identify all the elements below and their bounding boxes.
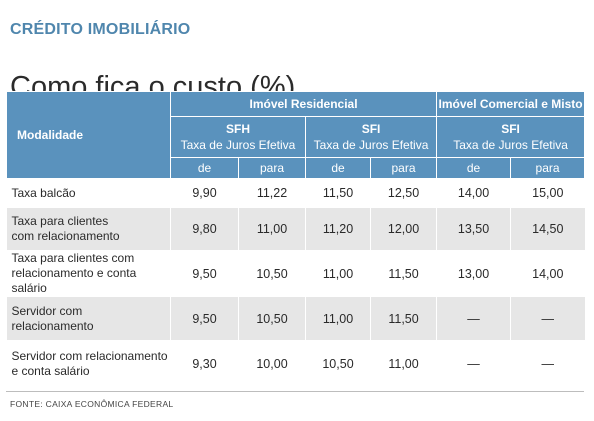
header-system-sfi-comercial: SFI Taxa de Juros Efetiva: [436, 116, 586, 158]
row-label-line2: relacionamento: [11, 318, 94, 333]
cell-sfi-com-de: 13,50: [436, 207, 512, 251]
system-name: SFI: [361, 122, 381, 136]
cell-sfi-com-de: —: [436, 340, 512, 388]
table-row: Servidor com relacionamento e conta salár…: [6, 340, 585, 388]
cell-sfh-para: 11,22: [238, 178, 306, 208]
kicker: CRÉDITO IMOBILIÁRIO: [10, 19, 199, 41]
header-de: de: [436, 157, 512, 179]
header-comercial: Imóvel Comercial e Misto: [436, 91, 586, 117]
cell-sfi-res-para: 11,50: [369, 250, 438, 297]
rates-table: Modalidade Imóvel Residencial Imóvel Com…: [6, 91, 586, 388]
system-subtitle: Taxa de Juros Efetiva: [313, 138, 429, 152]
row-modalidade: Taxa balcão: [6, 178, 171, 208]
cell-sfi-com-para: —: [510, 340, 585, 388]
header-de: de: [305, 157, 371, 179]
row-label-line1: Taxa balcão: [11, 185, 76, 200]
row-label-line2: e conta salário: [11, 364, 90, 378]
cell-sfi-res-para: 12,00: [369, 207, 438, 251]
kicker-row: CRÉDITO IMOBILIÁRIO: [10, 19, 584, 43]
header-group-row: Modalidade Imóvel Residencial Imóvel Com…: [6, 91, 586, 179]
table-row: Taxa para clientes com relacionamento e c…: [6, 250, 585, 297]
cell-sfi-com-de: 14,00: [436, 178, 512, 208]
header-system-row: SFH Taxa de Juros Efetiva SFI Taxa de Ju…: [6, 116, 586, 158]
cell-sfh-de: 9,80: [170, 207, 239, 251]
cell-sfh-para: 10,50: [238, 296, 306, 341]
header-para: para: [510, 157, 586, 179]
cell-sfi-com-para: 14,00: [510, 250, 585, 297]
cell-sfi-com-de: —: [436, 296, 512, 341]
cell-sfi-com-para: —: [510, 296, 585, 341]
cell-sfh-para: 11,00: [238, 207, 306, 251]
row-label-line1: Taxa para clientes com: [11, 251, 135, 265]
system-subtitle: Taxa de Juros Efetiva: [453, 138, 568, 152]
table-row: Taxa para clientes com relacionamento 9,8…: [6, 207, 585, 251]
cell-sfi-res-de: 11,50: [305, 178, 371, 208]
cell-sfh-para: 10,00: [238, 340, 306, 388]
cell-sfh-de: 9,30: [170, 340, 239, 388]
row-label-line2: com relacionamento: [11, 229, 120, 243]
header-para: para: [238, 157, 306, 179]
row-modalidade: Taxa para clientes com relacionamento: [6, 207, 171, 251]
system-name: SFH: [226, 122, 250, 136]
header-modalidade: Modalidade: [6, 91, 171, 179]
row-label-line2: relacionamento e conta salário: [11, 266, 137, 295]
cell-sfi-com-de: 13,00: [436, 250, 512, 297]
cell-sfi-com-para: 15,00: [510, 178, 585, 208]
row-label-line1: Servidor com: [11, 303, 83, 318]
cell-sfi-res-para: 11,50: [369, 296, 438, 341]
cell-sfh-de: 9,90: [170, 178, 239, 208]
cell-sfi-res-para: 12,50: [369, 178, 438, 208]
cell-sfi-com-para: 14,50: [510, 207, 585, 251]
cell-sfi-res-para: 11,00: [369, 340, 438, 388]
row-label-line1: Taxa para clientes: [11, 214, 109, 228]
system-name: SFI: [501, 122, 520, 136]
cell-sfh-de: 9,50: [170, 250, 239, 297]
cell-sfi-res-de: 11,20: [305, 207, 371, 251]
header-system-sfi-residencial: SFI Taxa de Juros Efetiva: [304, 116, 438, 158]
table-row: Servidor com relacionamento 9,50 10,50 11…: [6, 296, 585, 341]
system-subtitle: Taxa de Juros Efetiva: [180, 138, 296, 152]
row-modalidade: Taxa para clientes com relacionamento e c…: [6, 250, 171, 297]
cell-sfi-res-de: 10,50: [305, 340, 371, 388]
row-label-line1: Servidor com relacionamento: [11, 349, 168, 363]
cell-sfh-de: 9,50: [170, 296, 239, 341]
cell-sfh-para: 10,50: [238, 250, 306, 297]
row-modalidade: Servidor com relacionamento e conta salár…: [6, 340, 171, 388]
header-residencial: Imóvel Residencial: [169, 91, 438, 117]
row-modalidade: Servidor com relacionamento: [6, 296, 171, 341]
cell-sfi-res-de: 11,00: [305, 296, 371, 341]
header-de: de: [170, 157, 239, 179]
cell-sfi-res-de: 11,00: [305, 250, 371, 297]
header-system-sfh: SFH Taxa de Juros Efetiva: [170, 116, 306, 158]
source-note: FONTE: CAIXA ECONÔMICA FEDERAL: [10, 399, 174, 409]
header-para: para: [369, 157, 438, 179]
table-bottom-divider: [6, 391, 584, 392]
table-row: Taxa balcão 9,90 11,22 11,50 12,50 14,00…: [6, 178, 585, 208]
